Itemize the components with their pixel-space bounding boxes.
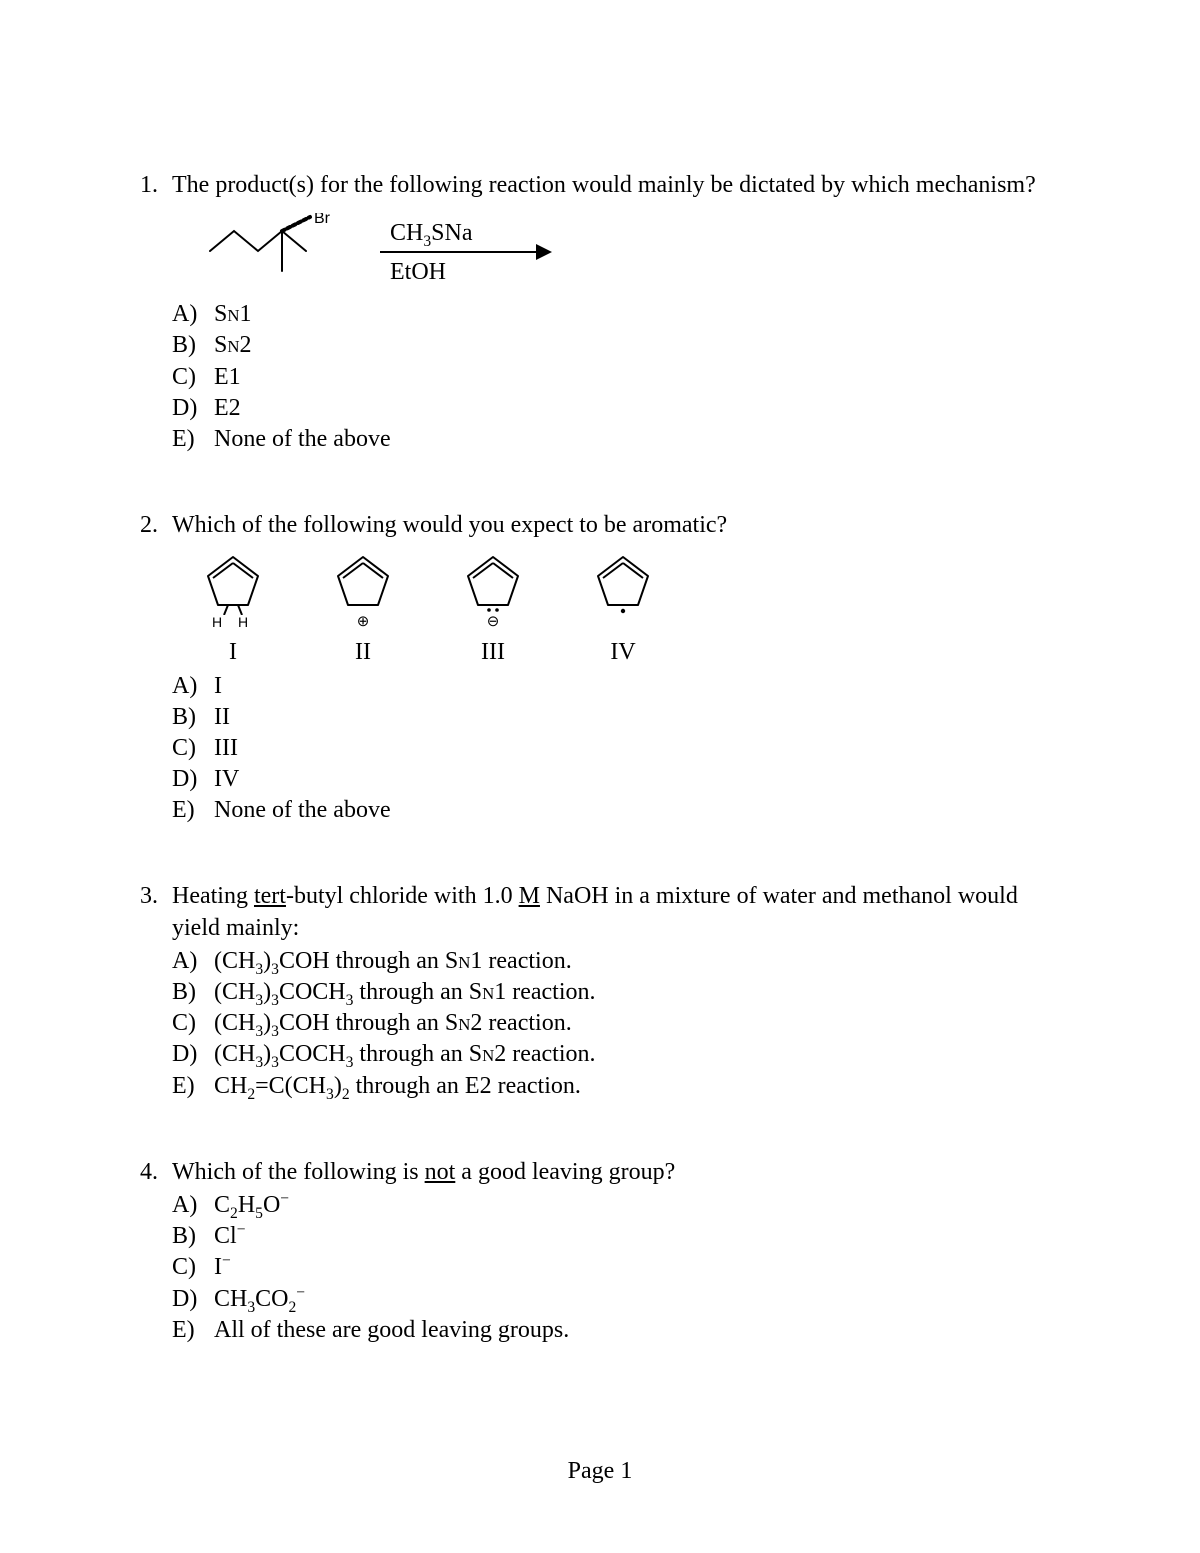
choice-d: D) E2 [172,393,1060,424]
question-3: 3. Heating tert-butyl chloride with 1.0 … [140,881,1060,1101]
arrow-icon [380,251,550,253]
roman-label: I [229,637,237,668]
choice-d: D)CH3CO2− [172,1284,1060,1315]
choice-c: C)I− [172,1252,1060,1283]
choice-e: E)CH2=C(CH3)2 through an E2 reaction. [172,1071,1060,1102]
question-number: 4. [140,1157,172,1346]
choice-list: A) SN1 B) SN2 C) E1 D) E2 [172,299,1060,455]
question-number: 1. [140,170,172,201]
roman-label: II [355,637,371,668]
choice-e: E)All of these are good leaving groups. [172,1315,1060,1346]
question-text: Which of the following is not a good lea… [172,1157,1060,1346]
roman-label: III [481,637,505,668]
reaction-arrow: CH3SNa EtOH [380,218,550,288]
choice-b: B)(CH3)3COCH3 through an SN1 reaction. [172,977,1060,1008]
choice-list: A)I B)II C)III D)IV E)None of the above [172,671,1060,827]
choice-b: B)II [172,702,1060,733]
choice-e: E) None of the above [172,424,1060,455]
charge-symbol: ⊖ [487,613,500,631]
question-text: Which of the following would you expect … [172,510,1060,541]
choice-c: C)III [172,733,1060,764]
charge-symbol: ⊕ [357,613,370,631]
reagent-bottom: EtOH [390,257,446,288]
br-label: Br [314,213,331,227]
choice-e: E)None of the above [172,795,1060,826]
choice-d: D)(CH3)3COCH3 through an SN2 reaction. [172,1039,1060,1070]
choice-b: B) SN2 [172,330,1060,361]
choice-list: A)C2H5O− B)Cl− C)I− D)CH3CO2− E)All of t… [172,1190,1060,1346]
choice-a: A) SN1 [172,299,1060,330]
structure-3: ⊖ III [448,551,538,668]
choice-d: D)IV [172,764,1060,795]
hh-label: H H [212,613,254,631]
choice-a: A)C2H5O− [172,1190,1060,1221]
choice-list: A)(CH3)3COH through an SN1 reaction. B)(… [172,946,1060,1102]
page-footer: Page 1 [0,1458,1200,1485]
reagent-top: CH3SNa [390,218,472,249]
starting-material-structure: Br [202,213,352,293]
roman-label: IV [610,637,635,668]
page: 1. The product(s) for the following reac… [0,0,1200,1553]
structure-2: ⊕ II [318,551,408,668]
structure-1: H H I [188,551,278,668]
question-4: 4. Which of the following is not a good … [140,1157,1060,1346]
question-2: 2. Which of the following would you expe… [140,510,1060,826]
choice-b: B)Cl− [172,1221,1060,1252]
question-number: 2. [140,510,172,541]
question-number: 3. [140,881,172,1101]
question-text: Heating tert-butyl chloride with 1.0 M N… [172,881,1060,1101]
choice-a: A)I [172,671,1060,702]
choice-a: A)(CH3)3COH through an SN1 reaction. [172,946,1060,977]
structures-row: H H I ⊕ II [188,551,1060,668]
choice-c: C)(CH3)3COH through an SN2 reaction. [172,1008,1060,1039]
question-1: 1. The product(s) for the following reac… [140,170,1060,455]
choice-c: C) E1 [172,362,1060,393]
reaction-scheme: Br CH3SNa EtOH [202,213,1060,293]
question-text: The product(s) for the following reactio… [172,170,1060,201]
structure-4: IV [578,551,668,668]
